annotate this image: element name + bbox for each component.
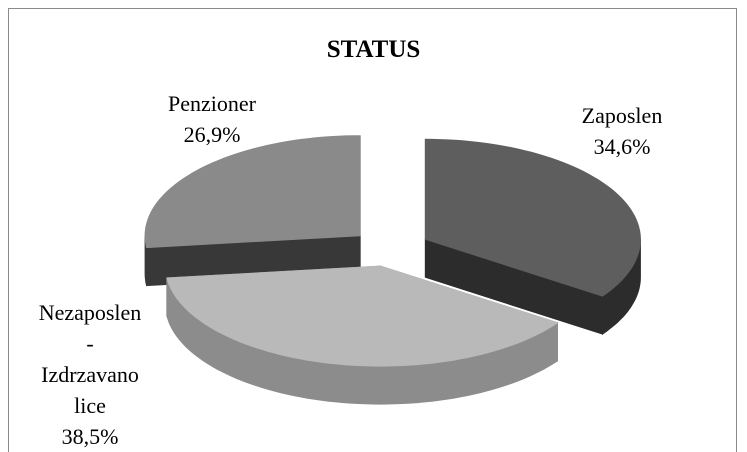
- chart-frame: [8, 8, 737, 452]
- category-label: Zaposlen: [581, 103, 663, 128]
- slice: [144, 135, 361, 249]
- category-label: Penzioner: [168, 91, 256, 116]
- value-label: 26,9%: [183, 122, 241, 147]
- slice: [424, 138, 641, 297]
- data-label: Zaposlen 34,6%: [582, 100, 663, 162]
- chart-title: STATUS: [326, 36, 421, 63]
- data-label: Nezaposlen - Izdrzavano lice 38,5%: [35, 297, 145, 452]
- value-label: 38,5%: [61, 424, 119, 449]
- value-label: 34,6%: [593, 134, 651, 159]
- slice: [166, 265, 559, 367]
- category-label: Nezaposlen - Izdrzavano lice: [38, 300, 142, 418]
- data-label: Penzioner 26,9%: [168, 88, 256, 150]
